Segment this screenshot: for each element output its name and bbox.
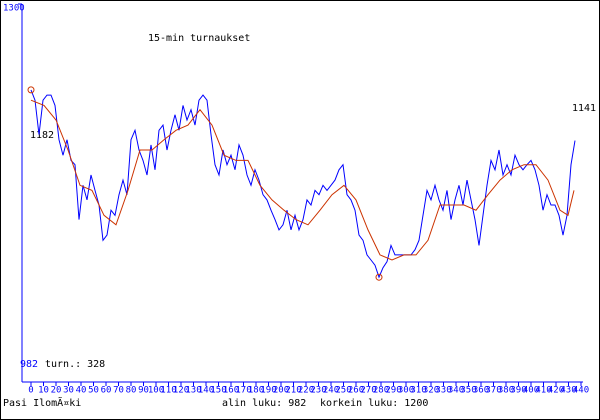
- extreme-marker: [375, 273, 383, 281]
- x-tick-label: 10: [38, 386, 49, 396]
- x-tick-label: 440: [573, 386, 589, 396]
- x-tick-label: 300: [398, 386, 414, 396]
- x-tick-label: 110: [160, 386, 176, 396]
- start-label: 1182: [30, 130, 54, 141]
- x-tick-label: 200: [273, 386, 289, 396]
- x-tick-label: 380: [498, 386, 514, 396]
- x-tick-label: 260: [348, 386, 364, 396]
- x-tick-label: 330: [435, 386, 451, 396]
- x-tick-label: 100: [148, 386, 164, 396]
- x-tick-label: 350: [460, 386, 476, 396]
- x-tick-label: 130: [185, 386, 201, 396]
- y-tick-label: 1300: [3, 4, 25, 14]
- x-tick-label: 190: [260, 386, 276, 396]
- x-tick-label: 400: [523, 386, 539, 396]
- x-tick-label: 140: [198, 386, 214, 396]
- x-tick-label: 20: [51, 386, 62, 396]
- x-tick-label: 410: [535, 386, 551, 396]
- series-line: [30, 89, 576, 279]
- x-tick-label: 420: [548, 386, 564, 396]
- x-tick-label: 170: [235, 386, 251, 396]
- end-label: 1141: [572, 103, 596, 114]
- x-tick-label: 150: [210, 386, 226, 396]
- min-value: alin luku: 982: [222, 398, 306, 409]
- chart-title: 15-min turnaukset: [148, 33, 250, 44]
- author: Pasi IlomÃ¤ki: [3, 396, 81, 409]
- x-tick-label: 280: [373, 386, 389, 396]
- y-min-label: 982: [20, 359, 38, 370]
- extreme-marker: [27, 86, 35, 94]
- x-tick-label: 90: [138, 386, 149, 396]
- x-tick-label: 360: [473, 386, 489, 396]
- x-tick-label: 310: [410, 386, 426, 396]
- x-tick-label: 340: [448, 386, 464, 396]
- x-tick-label: 320: [423, 386, 439, 396]
- x-tick-label: 120: [173, 386, 189, 396]
- x-tick-label: 230: [310, 386, 326, 396]
- max-value: korkein luku: 1200: [320, 398, 428, 409]
- x-tick-label: 80: [126, 386, 137, 396]
- x-tick-label: 50: [88, 386, 99, 396]
- x-tick-label: 430: [560, 386, 576, 396]
- x-tick-label: 60: [101, 386, 112, 396]
- x-tick-label: 70: [113, 386, 124, 396]
- x-tick-label: 220: [298, 386, 314, 396]
- x-tick-label: 290: [385, 386, 401, 396]
- x-tick-label: 160: [223, 386, 239, 396]
- series-line: [30, 99, 575, 261]
- x-tick-label: 270: [360, 386, 376, 396]
- x-tick-label: 250: [335, 386, 351, 396]
- count-label: turn.: 328: [45, 359, 105, 370]
- x-tick-label: 40: [76, 386, 87, 396]
- x-tick-label: 30: [63, 386, 74, 396]
- x-tick-label: 240: [323, 386, 339, 396]
- x-tick-label: 0: [28, 386, 33, 396]
- x-tick-label: 370: [485, 386, 501, 396]
- x-tick-label: 180: [248, 386, 264, 396]
- x-tick-label: 210: [285, 386, 301, 396]
- x-tick-label: 390: [510, 386, 526, 396]
